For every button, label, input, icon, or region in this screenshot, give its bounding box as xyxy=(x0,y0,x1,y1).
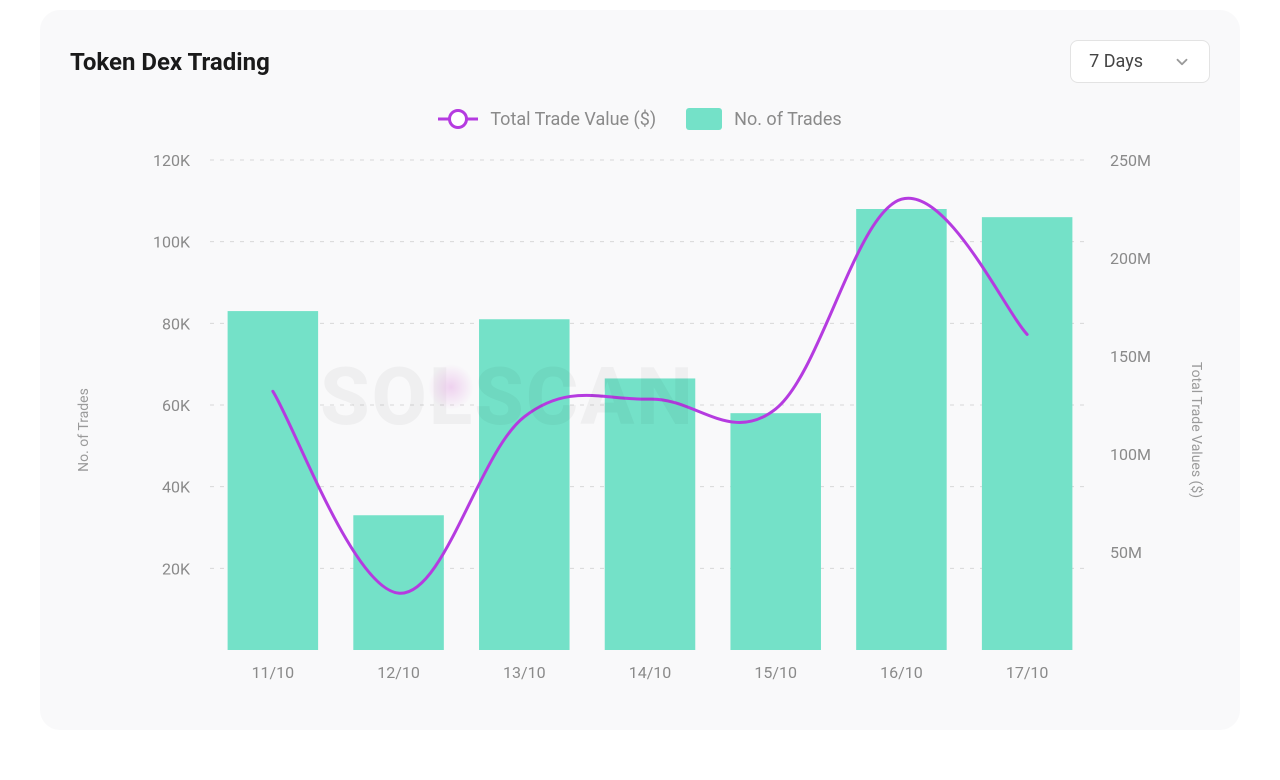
svg-text:20K: 20K xyxy=(162,559,191,578)
svg-text:60K: 60K xyxy=(162,396,191,415)
card-title: Token Dex Trading xyxy=(70,48,270,76)
svg-text:100K: 100K xyxy=(153,233,191,252)
svg-text:12/10: 12/10 xyxy=(377,663,420,682)
card-header: Token Dex Trading 7 Days xyxy=(70,40,1210,83)
svg-text:13/10: 13/10 xyxy=(503,663,546,682)
svg-text:17/10: 17/10 xyxy=(1006,663,1049,682)
legend-line-label: Total Trade Value ($) xyxy=(490,109,656,130)
svg-text:14/10: 14/10 xyxy=(629,663,672,682)
legend-item-line[interactable]: Total Trade Value ($) xyxy=(438,109,656,130)
left-axis-title: No. of Trades xyxy=(76,388,92,472)
svg-text:50M: 50M xyxy=(1110,543,1142,562)
svg-text:200M: 200M xyxy=(1110,249,1151,268)
right-axis-title: Total Trade Values ($) xyxy=(1188,362,1204,498)
svg-text:80K: 80K xyxy=(162,314,191,333)
time-range-dropdown[interactable]: 7 Days xyxy=(1070,40,1210,83)
svg-text:40K: 40K xyxy=(162,478,191,497)
svg-text:250M: 250M xyxy=(1110,151,1151,170)
chart-area: No. of Trades Total Trade Values ($) SOL… xyxy=(70,150,1210,710)
dropdown-selected: 7 Days xyxy=(1089,51,1143,72)
svg-text:120K: 120K xyxy=(153,151,191,170)
svg-text:100M: 100M xyxy=(1110,445,1151,464)
bar-swatch-icon xyxy=(686,108,722,130)
legend-item-bar[interactable]: No. of Trades xyxy=(686,108,842,130)
svg-text:16/10: 16/10 xyxy=(880,663,923,682)
chevron-down-icon xyxy=(1173,53,1191,71)
svg-text:11/10: 11/10 xyxy=(252,663,295,682)
chart-legend: Total Trade Value ($) No. of Trades xyxy=(70,108,1210,130)
line-marker-icon xyxy=(438,109,478,129)
legend-bar-label: No. of Trades xyxy=(734,109,842,130)
dex-trading-card: Token Dex Trading 7 Days Total Trade Val… xyxy=(40,10,1240,730)
svg-text:150M: 150M xyxy=(1110,347,1151,366)
combo-chart: 20K 40K 60K 80K 100K 120K 50M 100M 150M 200M 250M 1… xyxy=(70,150,1210,710)
svg-text:15/10: 15/10 xyxy=(754,663,797,682)
